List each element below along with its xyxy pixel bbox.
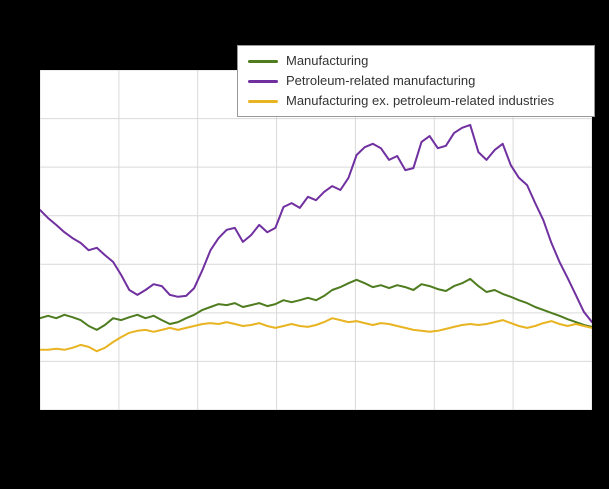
legend-item-manufacturing[interactable]: Manufacturing bbox=[248, 53, 584, 69]
legend-item-manufacturing-ex-petroleum[interactable]: Manufacturing ex. petroleum-related indu… bbox=[248, 93, 584, 109]
line-chart bbox=[40, 70, 592, 410]
legend-line-swatch-yellow bbox=[248, 99, 278, 103]
plot-area bbox=[40, 70, 592, 410]
legend-label-manufacturing: Manufacturing bbox=[286, 53, 369, 68]
legend-item-petroleum-related-manufacturing[interactable]: Petroleum-related manufacturing bbox=[248, 73, 584, 89]
legend-label-petroleum-related-manufacturing: Petroleum-related manufacturing bbox=[286, 73, 476, 88]
legend: Manufacturing Petroleum-related manufact… bbox=[237, 45, 595, 117]
legend-line-swatch-green bbox=[248, 59, 278, 63]
legend-label-manufacturing-ex-petroleum: Manufacturing ex. petroleum-related indu… bbox=[286, 93, 555, 108]
legend-line-swatch-purple bbox=[248, 79, 278, 83]
